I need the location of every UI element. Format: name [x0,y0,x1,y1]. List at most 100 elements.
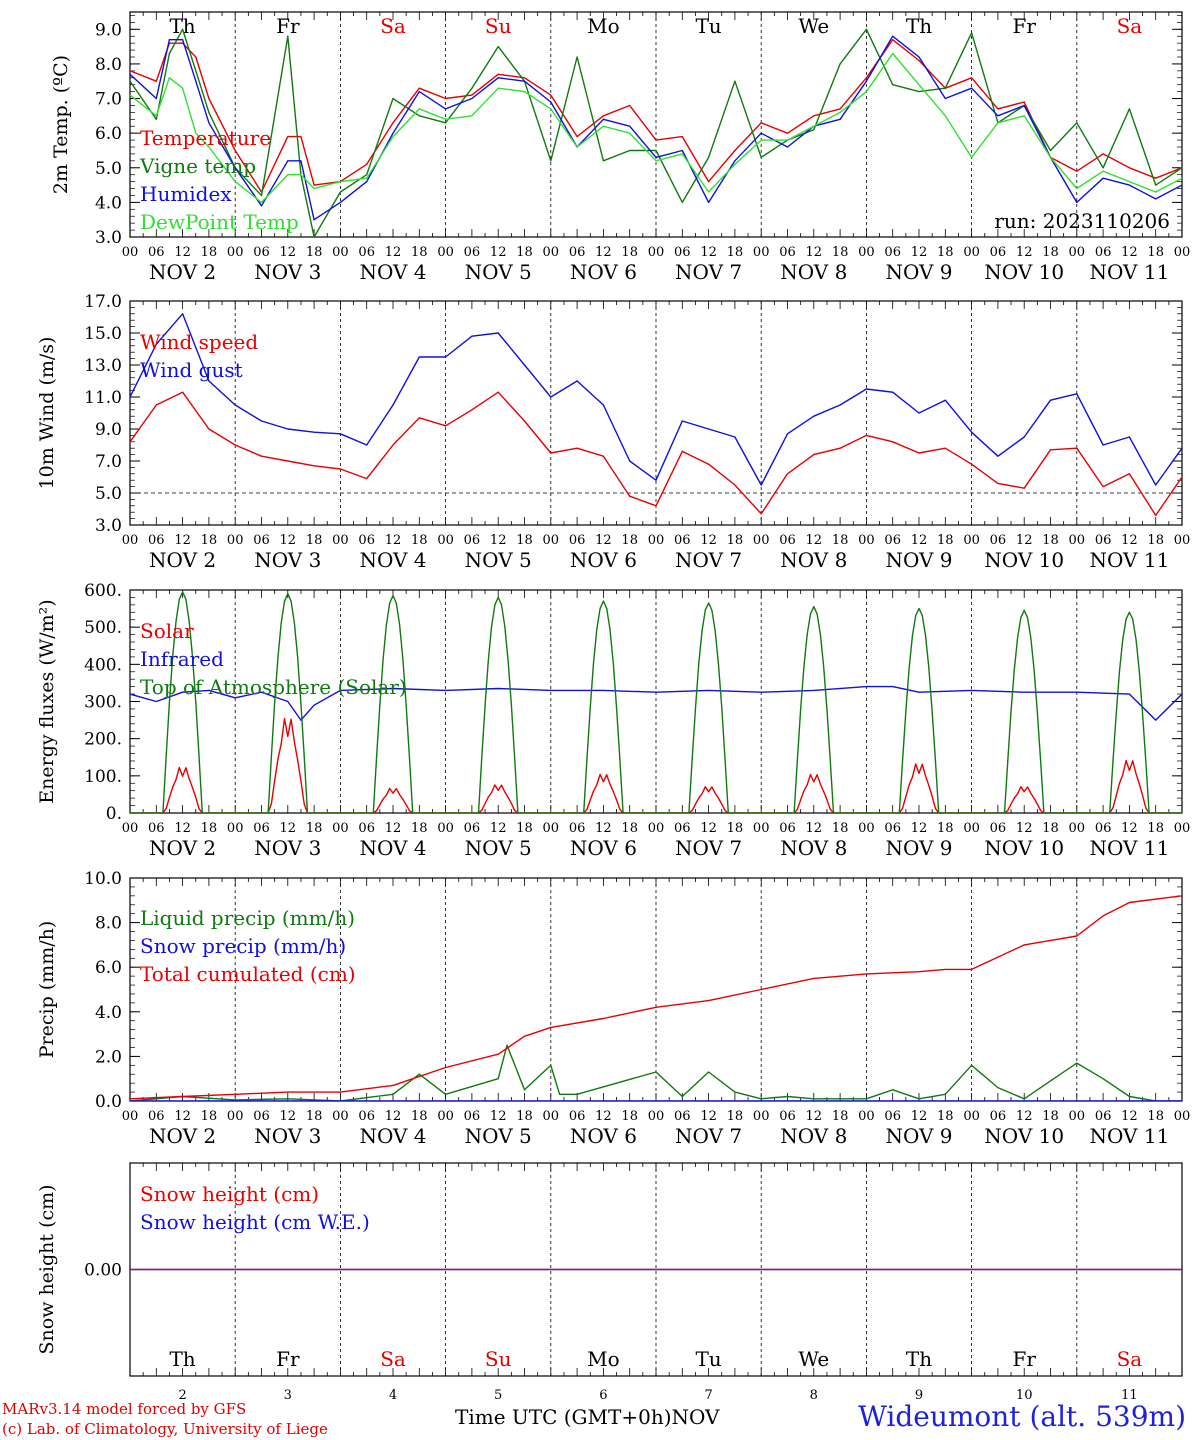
hour-label: 00 [543,1109,560,1124]
date-label: NOV 10 [984,548,1064,572]
hour-label: 00 [332,821,349,836]
data-point [260,455,263,457]
data-point [313,187,315,190]
data-point [602,600,605,602]
data-point [691,758,693,760]
data-point [497,687,499,690]
data-point [1135,638,1137,640]
legend-entry: Total cumulated (cm) [140,962,356,986]
data-point [908,667,910,670]
data-point [1148,812,1150,813]
data-point [445,356,447,358]
data-point [1181,693,1182,695]
data-point [1013,669,1015,671]
data-point [1020,616,1022,618]
hour-label: 06 [674,245,691,260]
data-point [655,1006,657,1008]
data-point [796,759,799,761]
y-tick-label: 5.0 [95,484,122,504]
data-point [971,1064,973,1066]
data-point [208,428,210,430]
series-line-solar [130,717,1182,813]
hour-label: 06 [990,821,1007,836]
data-point [1102,170,1104,172]
date-label: NOV 10 [984,836,1064,860]
data-point [165,755,167,757]
data-point [708,1000,710,1002]
day-number-label: 4 [389,1388,397,1403]
hour-label: 06 [779,245,796,260]
hour-label: 12 [385,821,402,836]
data-point [366,174,368,176]
data-point [760,812,762,813]
hour-label: 12 [385,533,402,548]
hour-label: 06 [253,245,270,260]
y-tick-label: 500. [84,618,122,638]
data-point [602,781,605,783]
weekday-label: We [798,1347,829,1371]
data-point [734,149,736,152]
data-point [379,804,381,806]
data-point [892,391,894,393]
hour-label: 18 [201,533,218,548]
data-point [182,1095,184,1098]
data-point [1141,712,1144,714]
data-point [1023,609,1025,612]
data-point [172,656,174,658]
hour-label: 12 [280,1109,297,1124]
hour-label: 06 [358,821,375,836]
data-point [497,73,499,75]
date-label: NOV 4 [359,548,426,572]
data-point [1181,1268,1182,1271]
data-point [708,181,710,183]
data-point [1102,1078,1104,1080]
data-point [612,662,614,664]
data-point [823,791,825,793]
data-point [839,118,841,120]
weekday-label: Mo [587,1347,620,1371]
data-point [586,757,588,759]
data-point [471,97,473,100]
hour-label: 18 [516,821,533,836]
data-point [1118,782,1121,784]
weekday-label: Sa [1117,1347,1143,1371]
data-point [497,46,499,48]
hour-label: 06 [148,1109,165,1124]
hour-label: 06 [1095,245,1112,260]
data-point [1040,760,1042,762]
date-label: NOV 3 [254,548,321,572]
data-point [408,810,410,812]
hour-label: 06 [358,533,375,548]
data-point [339,812,341,813]
data-point [1102,444,1104,446]
data-point [997,122,999,124]
data-point [313,704,315,706]
hour-label: 18 [201,1109,218,1124]
data-point [500,784,503,786]
data-point [208,97,210,100]
data-point [385,624,387,626]
hour-label: 12 [1121,245,1138,260]
data-point [596,784,598,786]
series-group [130,895,1182,1101]
data-point [178,598,180,601]
data-point [497,87,499,89]
data-point [688,812,690,813]
date-label: NOV 8 [780,548,847,572]
data-point [905,795,907,798]
data-point [287,700,289,703]
data-point [1102,486,1104,488]
y-tick-label: 100. [84,767,122,787]
data-point [918,971,920,973]
hour-label: 00 [1174,821,1191,836]
data-point [234,444,236,446]
data-point [1076,447,1078,449]
hour-label: 12 [385,1109,402,1124]
y-tick-label: 15.0 [84,324,122,344]
data-point [445,689,447,692]
hour-label: 18 [1042,245,1059,260]
hour-label: 18 [621,533,638,548]
hour-label: 12 [174,533,191,548]
data-point [162,812,164,813]
weekday-label: Sa [380,1347,406,1371]
